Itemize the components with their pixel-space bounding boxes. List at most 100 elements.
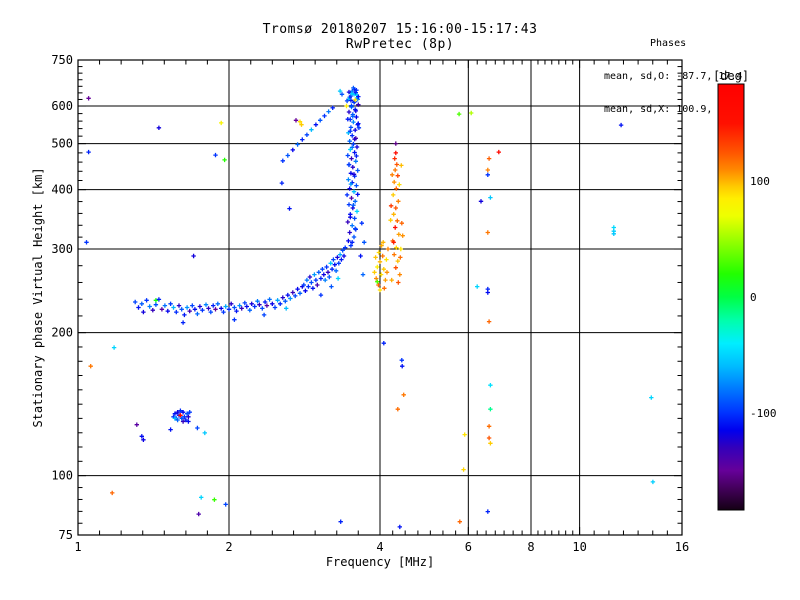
- data-point: [156, 125, 162, 130]
- data-point: [257, 302, 262, 307]
- data-point: [309, 127, 314, 132]
- data-point: [397, 182, 402, 187]
- data-point: [290, 290, 295, 295]
- data-point: [488, 383, 493, 388]
- data-point: [283, 299, 288, 304]
- data-point: [381, 267, 386, 272]
- data-point: [213, 307, 218, 312]
- data-point: [176, 303, 182, 308]
- data-point: [84, 240, 89, 245]
- data-point: [390, 172, 395, 177]
- data-point: [304, 132, 310, 137]
- data-point: [358, 253, 363, 259]
- data-point: [290, 147, 295, 153]
- data-point: [206, 306, 211, 311]
- data-point: [354, 183, 359, 188]
- data-point: [462, 432, 467, 437]
- data-point: [325, 270, 331, 275]
- data-point: [396, 232, 401, 237]
- data-point: [156, 297, 162, 302]
- data-point: [355, 168, 360, 173]
- data-point: [315, 282, 320, 288]
- data-point: [182, 312, 187, 318]
- data-point: [133, 299, 138, 305]
- data-point: [171, 305, 176, 310]
- data-point: [172, 416, 178, 421]
- data-point: [488, 195, 493, 200]
- data-point: [301, 282, 306, 288]
- data-point: [332, 262, 337, 267]
- data-point: [223, 304, 228, 309]
- data-point: [174, 309, 179, 315]
- data-point: [86, 149, 91, 155]
- data-point: [353, 226, 358, 231]
- y-tick-label: 100: [51, 469, 73, 483]
- plot-title: Tromsø 20180207 15:16:00-15:17:43: [262, 22, 538, 37]
- data-point: [349, 156, 354, 161]
- data-point: [219, 306, 224, 311]
- data-point: [376, 250, 382, 255]
- data-point: [346, 162, 352, 168]
- data-point: [295, 142, 300, 147]
- data-point: [341, 253, 347, 259]
- data-point: [293, 118, 299, 123]
- data-point: [141, 309, 146, 315]
- data-point: [359, 221, 364, 226]
- data-point: [344, 103, 349, 109]
- data-point: [229, 301, 234, 306]
- data-point: [310, 286, 316, 291]
- colorbar-tick-label: 0: [750, 291, 757, 304]
- data-point: [179, 307, 184, 312]
- data-point: [327, 274, 332, 280]
- data-point: [611, 225, 616, 230]
- y-tick-label: 75: [59, 528, 73, 542]
- data-point: [313, 277, 319, 283]
- data-point: [373, 255, 378, 260]
- data-point: [234, 308, 239, 314]
- data-point: [252, 304, 257, 309]
- data-point: [351, 203, 356, 208]
- data-point: [485, 290, 490, 295]
- data-point: [328, 261, 333, 266]
- data-point: [239, 306, 244, 311]
- data-point: [351, 234, 357, 240]
- y-tick-label: 400: [51, 183, 73, 197]
- data-point: [353, 127, 358, 133]
- data-point: [222, 157, 227, 163]
- data-point: [393, 167, 398, 173]
- data-point: [352, 150, 357, 155]
- plot-subtitle: RwPretec (8p): [345, 37, 455, 52]
- data-point: [485, 509, 490, 514]
- data-point: [184, 305, 190, 310]
- data-point: [348, 181, 354, 187]
- data-point: [347, 230, 352, 235]
- data-point: [354, 209, 360, 214]
- data-point: [395, 173, 400, 178]
- data-point: [385, 246, 391, 252]
- data-point: [348, 171, 354, 176]
- data-point: [211, 303, 216, 308]
- x-tick-label: 4: [376, 540, 383, 554]
- data-point: [353, 97, 358, 103]
- data-point: [297, 291, 303, 296]
- data-point: [280, 158, 285, 163]
- data-point: [306, 284, 311, 289]
- data-point: [350, 133, 355, 138]
- data-point: [396, 199, 401, 204]
- data-point: [86, 96, 91, 101]
- data-point: [316, 270, 321, 275]
- data-point: [475, 284, 480, 289]
- data-point: [399, 163, 404, 168]
- data-point: [337, 252, 343, 257]
- y-tick-label: 750: [51, 53, 73, 67]
- data-point: [478, 199, 484, 204]
- data-point: [190, 303, 195, 308]
- data-point: [350, 145, 355, 150]
- data-point: [203, 302, 209, 307]
- data-point: [153, 298, 159, 303]
- data-point: [272, 305, 278, 310]
- data-point: [384, 257, 389, 262]
- data-point: [197, 304, 203, 309]
- data-point: [356, 102, 361, 107]
